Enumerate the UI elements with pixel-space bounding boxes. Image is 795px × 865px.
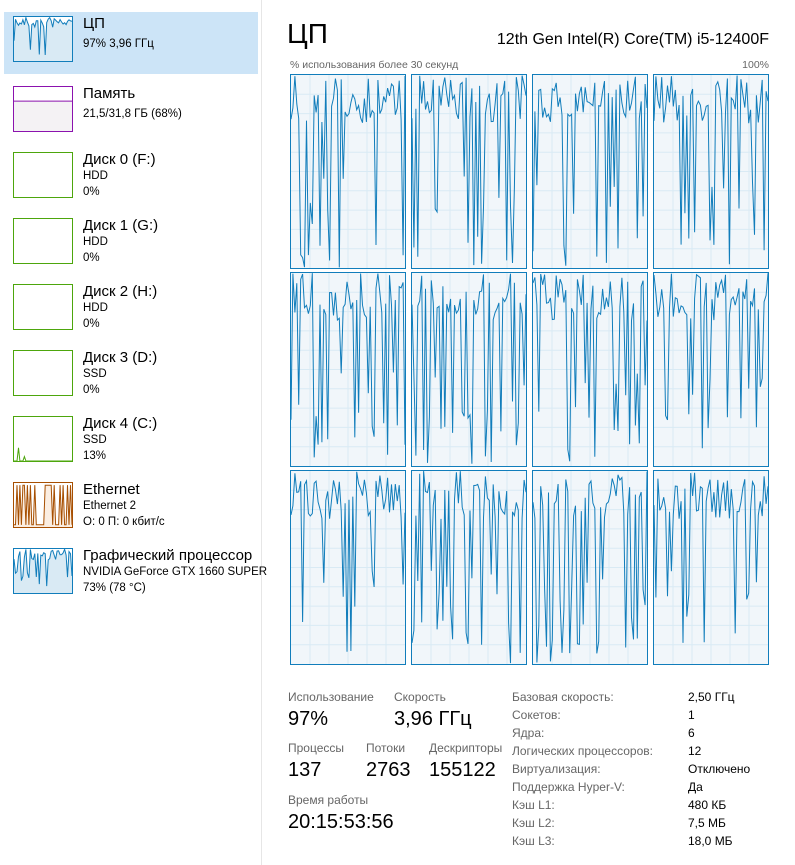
spec-label: Поддержка Hyper-V:	[512, 780, 625, 794]
usage-value: 97%	[288, 708, 329, 730]
item-usage: 0%	[83, 186, 100, 198]
cpu-model: 12th Gen Intel(R) Core(TM) i5-12400F	[496, 31, 769, 48]
item-detail: 97% 3,96 ГГц	[83, 38, 154, 50]
logical-processor-graph-11	[653, 470, 769, 665]
handles-value: 155122	[429, 759, 496, 781]
sidebar-item-memory[interactable]: Память 21,5/31,8 ГБ (68%)	[4, 82, 258, 144]
sidebar: ЦП 97% 3,96 ГГц Память 21,5/31,8 ГБ (68%) Ди…	[0, 0, 267, 865]
disk-thumbnail-graph	[13, 416, 73, 462]
sidebar-item-disk[interactable]: Диск 0 (F:) HDD 0%	[4, 148, 258, 210]
sidebar-item-disk[interactable]: Диск 3 (D:) SSD 0%	[4, 346, 258, 408]
cpu-thumbnail-graph	[13, 16, 73, 62]
spec-value: 1	[688, 708, 695, 722]
speed-value: 3,96 ГГц	[394, 708, 472, 730]
spec-label: Кэш L3:	[512, 834, 555, 848]
sidebar-item-disk[interactable]: Диск 2 (H:) HDD 0%	[4, 280, 258, 342]
item-title: ЦП	[83, 15, 105, 32]
disk-thumbnail-graph	[13, 350, 73, 396]
spec-value: 18,0 МБ	[688, 834, 733, 848]
graph-subtitle: % использования более 30 секунд	[290, 59, 459, 71]
logical-processor-graph-1	[411, 74, 527, 269]
spec-label: Ядра:	[512, 726, 545, 740]
item-usage: О: 0 П: 0 кбит/с	[83, 516, 165, 528]
item-usage: 0%	[83, 384, 100, 396]
spec-value: 12	[688, 744, 702, 758]
processes-value: 137	[288, 759, 322, 781]
item-title: Диск 4 (C:)	[83, 415, 158, 432]
disk-thumbnail-graph	[13, 284, 73, 330]
item-title: Диск 0 (F:)	[83, 151, 156, 168]
sidebar-item-gpu[interactable]: Графический процессор NVIDIA GeForce GTX …	[4, 544, 267, 606]
spec-value: 7,5 МБ	[688, 816, 726, 830]
spec-value: 6	[688, 726, 695, 740]
item-title: Ethernet	[83, 481, 140, 498]
uptime-value: 20:15:53:56	[288, 811, 394, 833]
logical-processor-graph-10	[532, 470, 648, 665]
disk-thumbnail-graph	[13, 152, 73, 198]
item-usage: 0%	[83, 252, 100, 264]
item-title: Графический процессор	[83, 547, 253, 564]
usage-label: Использование	[288, 690, 374, 704]
spec-value: Да	[688, 780, 703, 794]
item-usage: 13%	[83, 450, 107, 462]
logical-processor-graph-0	[290, 74, 406, 269]
spec-label: Базовая скорость:	[512, 690, 614, 704]
spec-label: Виртуализация:	[512, 762, 601, 776]
sidebar-item-disk[interactable]: Диск 4 (C:) SSD 13%	[4, 412, 258, 474]
spec-label: Кэш L2:	[512, 816, 555, 830]
sidebar-item-cpu[interactable]: ЦП 97% 3,96 ГГц	[4, 12, 258, 74]
item-title: Память	[83, 85, 136, 102]
item-title: Диск 3 (D:)	[83, 349, 158, 366]
spec-label: Сокетов:	[512, 708, 561, 722]
cpu-panel: ЦП 12th Gen Intel(R) Core(TM) i5-12400F …	[262, 0, 795, 865]
spec-label: Кэш L1:	[512, 798, 555, 812]
item-detail: HDD	[83, 302, 108, 314]
speed-label: Скорость	[394, 690, 446, 704]
gpu-thumbnail-graph	[13, 548, 73, 594]
logical-processor-graph-6	[532, 272, 648, 467]
spec-value: 2,50 ГГц	[688, 690, 735, 704]
spec-label: Логических процессоров:	[512, 744, 653, 758]
item-detail: SSD	[83, 368, 107, 380]
handles-label: Дескрипторы	[429, 741, 503, 755]
item-title: Диск 2 (H:)	[83, 283, 158, 300]
logical-processor-graph-5	[411, 272, 527, 467]
item-usage: 0%	[83, 318, 100, 330]
spec-value: Отключено	[688, 762, 751, 776]
item-detail: HDD	[83, 236, 108, 248]
sidebar-item-ethernet[interactable]: Ethernet Ethernet 2 О: 0 П: 0 кбит/с	[4, 478, 258, 540]
processes-label: Процессы	[288, 741, 345, 755]
item-detail: HDD	[83, 170, 108, 182]
logical-processor-graph-2	[532, 74, 648, 269]
item-usage: 73% (78 °C)	[83, 582, 146, 594]
item-title: Диск 1 (G:)	[83, 217, 159, 234]
threads-value: 2763	[366, 759, 411, 781]
graph-max-label: 100%	[742, 59, 769, 71]
item-detail: Ethernet 2	[83, 500, 137, 512]
logical-processor-graph-4	[290, 272, 406, 467]
sidebar-item-disk[interactable]: Диск 1 (G:) HDD 0%	[4, 214, 258, 276]
logical-processor-graph-3	[653, 74, 769, 269]
item-detail: SSD	[83, 434, 107, 446]
uptime-label: Время работы	[288, 793, 369, 807]
ethernet-thumbnail-graph	[13, 482, 73, 528]
disk-thumbnail-graph	[13, 218, 73, 264]
threads-label: Потоки	[366, 741, 406, 755]
item-detail: NVIDIA GeForce GTX 1660 SUPER	[83, 566, 268, 578]
logical-processor-graph-8	[290, 470, 406, 665]
memory-thumbnail-graph	[13, 86, 73, 132]
logical-processor-graph-9	[411, 470, 527, 665]
item-detail: 21,5/31,8 ГБ (68%)	[83, 108, 182, 120]
spec-value: 480 КБ	[688, 798, 727, 812]
page-title: ЦП	[287, 18, 328, 49]
logical-processor-graph-7	[653, 272, 769, 467]
